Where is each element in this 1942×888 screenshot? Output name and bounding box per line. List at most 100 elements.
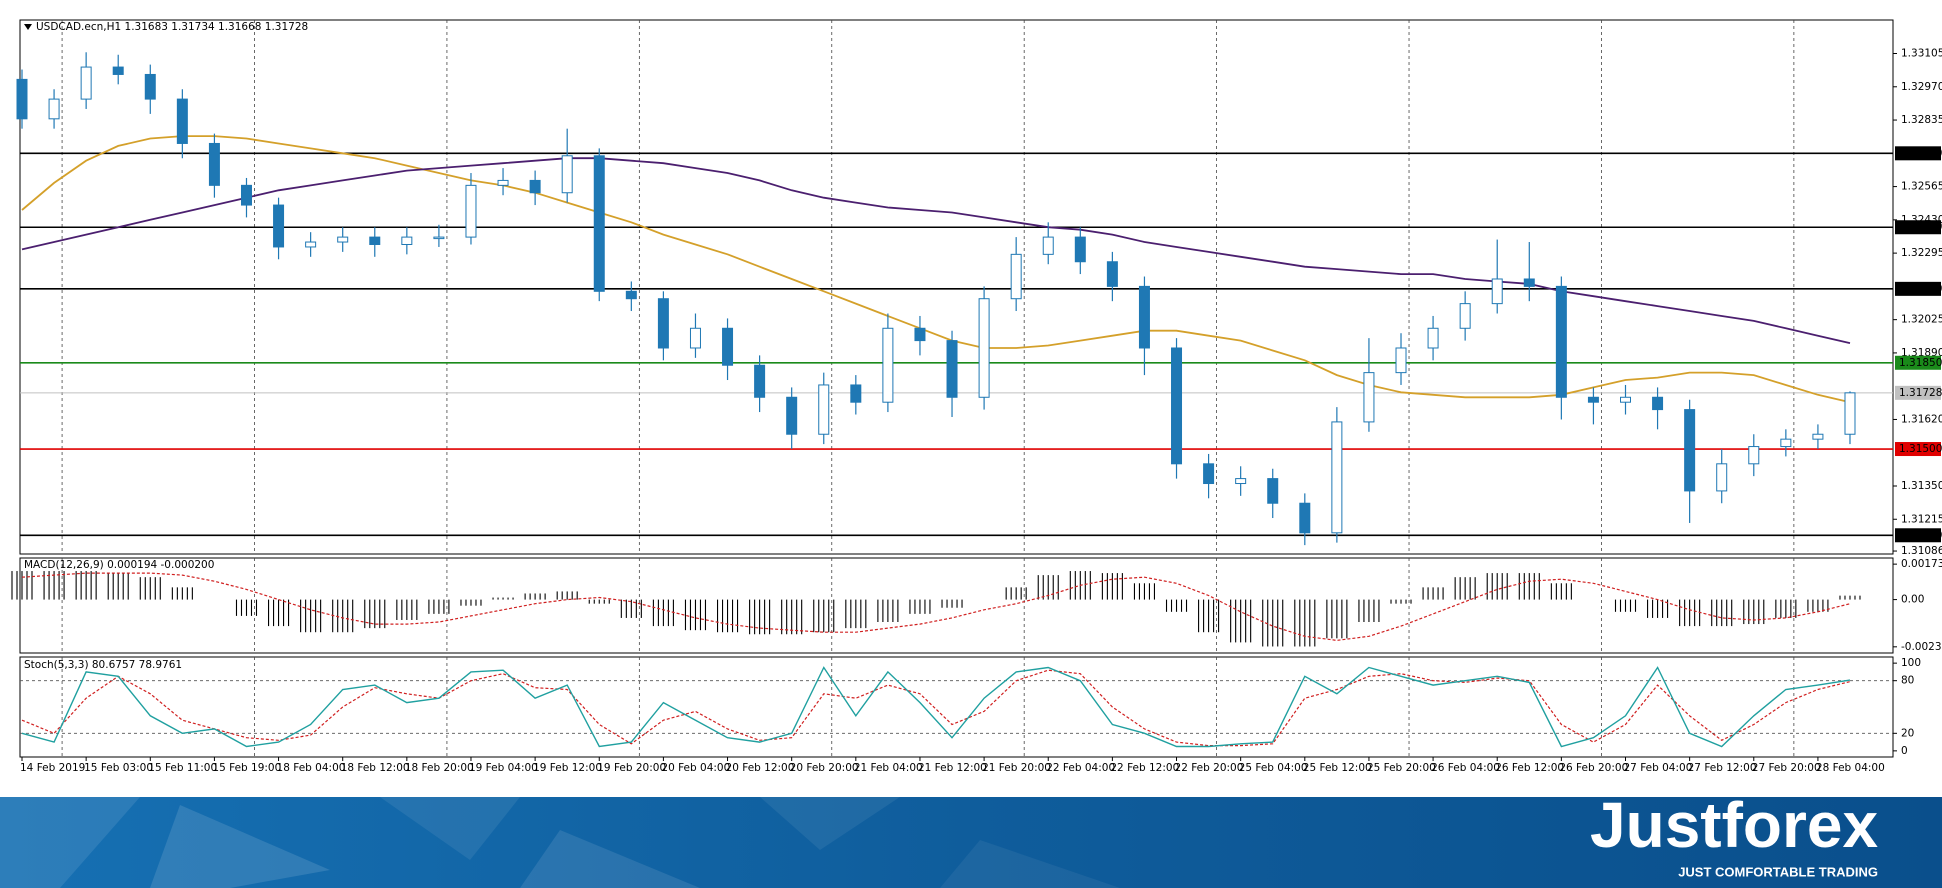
- candle-body: [561, 155, 573, 194]
- last-price-label: 1.31728: [1899, 387, 1942, 399]
- macd-signal: [21, 572, 1851, 642]
- x-tick-label: 20 Feb 20:00: [790, 762, 859, 774]
- candle-body: [401, 236, 413, 245]
- candle-body: [1427, 327, 1439, 349]
- candle-body: [433, 236, 445, 240]
- candle-body: [978, 298, 990, 398]
- x-tick-label: 21 Feb 04:00: [854, 762, 923, 774]
- y-tick-label: 0.001739: [1901, 558, 1942, 570]
- x-tick-label: 26 Feb 20:00: [1559, 762, 1628, 774]
- candle-body: [1267, 478, 1279, 504]
- x-tick-label: 20 Feb 04:00: [661, 762, 730, 774]
- level-label-box: [1895, 528, 1941, 543]
- candle-body: [208, 142, 220, 186]
- candle-body: [1684, 409, 1696, 492]
- candle-body: [1106, 261, 1118, 287]
- candle-body: [786, 396, 798, 435]
- y-tick-label: 1.32025: [1901, 314, 1942, 326]
- candle-body: [1299, 502, 1311, 534]
- x-tick-label: 22 Feb 04:00: [1046, 762, 1115, 774]
- candle-body: [946, 340, 958, 398]
- candle-body: [1010, 253, 1022, 300]
- y-tick-label: 1.32970: [1901, 81, 1942, 93]
- candle-body: [850, 384, 862, 403]
- y-tick-label: 1.31215: [1901, 513, 1942, 525]
- level-label: 1.32700: [1899, 147, 1942, 159]
- candle-body: [48, 98, 60, 120]
- candle-body: [1074, 236, 1086, 263]
- candle-body: [1555, 285, 1567, 398]
- x-tick-label: 22 Feb 20:00: [1175, 762, 1244, 774]
- banner: Justforex JUST COMFORTABLE TRADING: [0, 789, 1942, 888]
- stoch-k: [21, 666, 1851, 748]
- x-tick-label: 18 Feb 12:00: [341, 762, 410, 774]
- y-tick-label: -0.002317: [1901, 641, 1942, 653]
- menu-arrow: [24, 24, 32, 30]
- candle-body: [754, 364, 766, 398]
- candle-body: [1716, 463, 1728, 492]
- banner-shape: [940, 840, 1120, 888]
- candle-body: [305, 241, 317, 248]
- level-label-box: [1895, 220, 1941, 235]
- candle-body: [369, 236, 381, 245]
- panel-title: MACD(12,26,9) 0.000194 -0.000200: [24, 559, 214, 571]
- level-label-box: [1895, 442, 1941, 457]
- candle-body: [722, 327, 734, 366]
- y-tick-label: 1.32295: [1901, 247, 1942, 259]
- x-tick-label: 19 Feb 20:00: [597, 762, 666, 774]
- x-tick-label: 14 Feb 2019: [20, 762, 85, 774]
- candle-body: [914, 327, 926, 342]
- x-tick-label: 25 Feb 04:00: [1239, 762, 1308, 774]
- x-tick-label: 26 Feb 12:00: [1495, 762, 1564, 774]
- panel-frame: [19, 656, 1894, 758]
- x-tick-label: 27 Feb 20:00: [1752, 762, 1821, 774]
- y-tick-label: 0: [1901, 745, 1908, 757]
- candle-body: [1652, 396, 1664, 411]
- candle-body: [1780, 438, 1792, 448]
- banner-shape: [760, 797, 900, 850]
- candle-body: [1523, 278, 1535, 287]
- candle-body: [465, 184, 477, 238]
- candle-body: [1235, 478, 1247, 485]
- panel-title: Stoch(5,3,3) 80.6757 78.9761: [24, 659, 182, 671]
- level-label: 1.31150: [1899, 529, 1942, 541]
- x-tick-label: 22 Feb 12:00: [1110, 762, 1179, 774]
- logo: Justforex: [1590, 789, 1879, 861]
- y-tick-label: 1.32565: [1901, 181, 1942, 193]
- level-label: 1.31500: [1899, 443, 1942, 455]
- x-tick-label: 25 Feb 12:00: [1303, 762, 1372, 774]
- x-tick-label: 21 Feb 12:00: [918, 762, 987, 774]
- candle-body: [1395, 347, 1407, 374]
- candle-body: [1812, 433, 1824, 440]
- level-label: 1.32400: [1899, 221, 1942, 233]
- level-label-box: [1895, 355, 1941, 370]
- x-tick-label: 27 Feb 12:00: [1688, 762, 1757, 774]
- banner-shape: [380, 797, 520, 860]
- candle-body: [176, 98, 188, 144]
- x-tick-label: 19 Feb 12:00: [533, 762, 602, 774]
- candle-body: [1620, 396, 1631, 403]
- y-tick-label: 1.32835: [1901, 114, 1942, 126]
- x-tick-label: 28 Feb 04:00: [1816, 762, 1885, 774]
- candle-body: [1748, 446, 1760, 465]
- background: [0, 0, 1942, 797]
- x-tick-label: 18 Feb 04:00: [277, 762, 346, 774]
- candle-body: [1587, 396, 1599, 403]
- y-tick-label: 0.00: [1901, 594, 1924, 606]
- candle-body: [16, 78, 28, 120]
- panel-frame: [19, 19, 1894, 555]
- level-label-box: [1895, 146, 1941, 161]
- banner-shape: [0, 797, 140, 888]
- candle-body: [1459, 303, 1471, 329]
- y-tick-label: 1.33105: [1901, 48, 1942, 60]
- banner-shape: [150, 805, 330, 888]
- candle-body: [273, 204, 285, 248]
- tagline: JUST COMFORTABLE TRADING: [1678, 864, 1878, 879]
- x-tick-label: 20 Feb 12:00: [726, 762, 795, 774]
- candle-body: [497, 179, 509, 186]
- x-tick-label: 15 Feb 11:00: [148, 762, 217, 774]
- candle-body: [240, 184, 252, 206]
- panel-frame: [19, 557, 1894, 654]
- candle-body: [1491, 278, 1503, 305]
